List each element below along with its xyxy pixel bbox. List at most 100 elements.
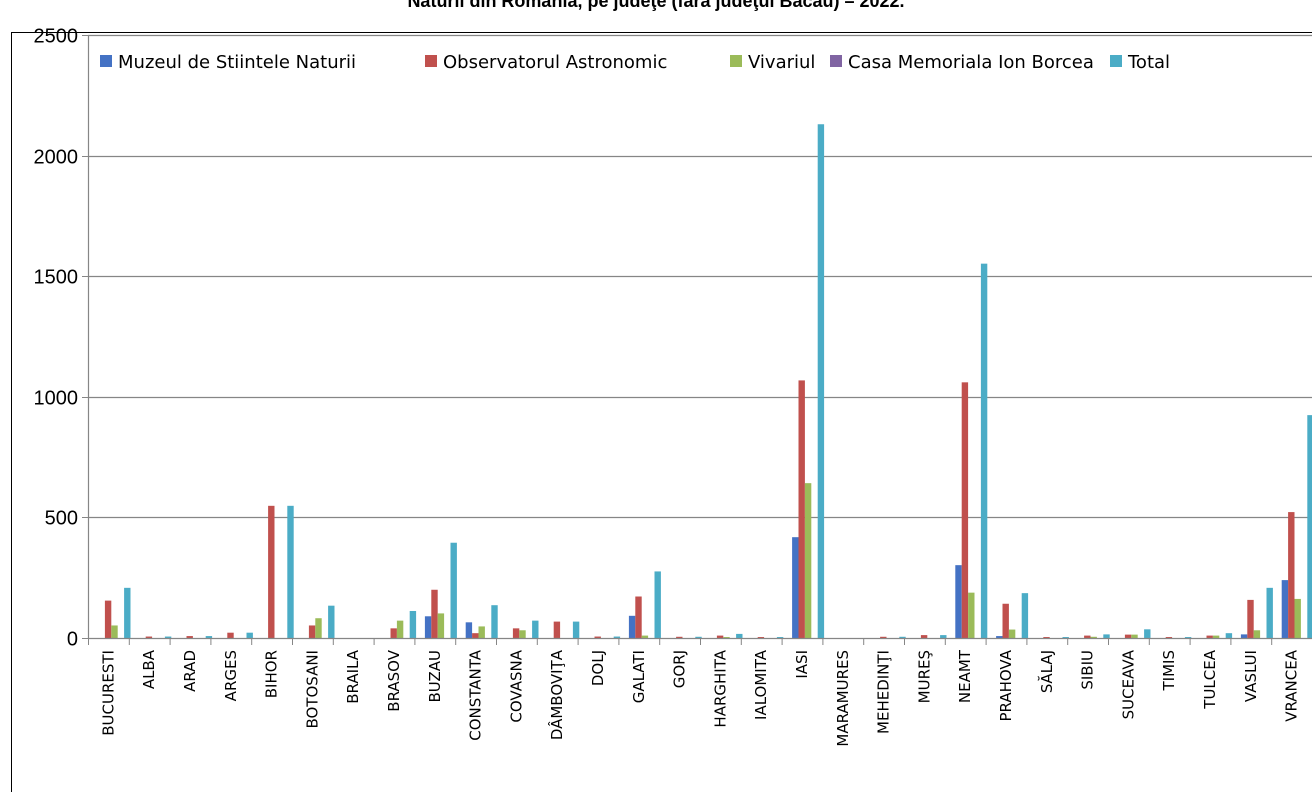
bar-bucuresti-series-2: [111, 625, 118, 638]
bar-prahova-series-4: [1021, 593, 1029, 638]
bar-galati-series-0: [628, 615, 636, 638]
bar-vrancea-series-1: [1288, 512, 1295, 638]
bar-iasi-series-4: [817, 124, 825, 639]
bar-bihor-series-1: [268, 505, 275, 638]
bar-buzau-series-4: [450, 542, 457, 638]
bar-suceava-series-1: [1124, 634, 1132, 638]
x-tick-label: CONSTANTA: [467, 649, 485, 741]
bar-bihor-series-4: [287, 505, 294, 638]
bar-iasi-series-0: [792, 537, 799, 638]
y-axis: 0 500 1000 1500 2000 2500: [34, 26, 90, 651]
bar-arad-series-1: [186, 636, 193, 638]
x-tick-label: DÂMBOVIŢA: [547, 649, 566, 740]
bar-alba-series-1: [145, 636, 153, 638]
bar-brasov-series-1: [390, 628, 397, 638]
bar-brasov-series-2: [396, 620, 404, 638]
x-tick-label: VRANCEA: [1283, 649, 1301, 722]
y-tick-label: 2000: [34, 147, 79, 169]
bar-constanta-series-4: [491, 605, 498, 638]
bar-arges-series-1: [227, 632, 234, 638]
legend-label: Total: [1127, 52, 1170, 73]
bar-iasi-series-1: [798, 380, 805, 638]
x-axis: BUCURESTI ALBA ARAD ARGES BIHOR BOTOSANI BRAIL…: [88, 637, 1312, 747]
bar-covasna-series-4: [532, 620, 539, 638]
bar-vaslui-series-4: [1266, 587, 1273, 638]
bar-covasna-series-1: [512, 628, 520, 638]
chart-title: Naturii din România, pe judeţe (fără jud…: [407, 0, 905, 11]
bar-prahova-series-1: [1002, 603, 1009, 638]
bar-mehedinţi-series-1: [880, 636, 887, 638]
bar-prahova-series-0: [996, 636, 1003, 638]
bar-suceava-series-4: [1144, 629, 1151, 638]
bar-buzau-series-2: [437, 613, 445, 638]
bar-arad-series-4: [205, 636, 213, 638]
bar-ialomita-series-1: [757, 637, 765, 638]
bar-arges-series-4: [246, 632, 253, 638]
bar-ialomita-series-4: [776, 637, 784, 638]
bar-tulcea-series-4: [1225, 633, 1233, 638]
bar-neamt-series-1: [961, 382, 969, 638]
bar-vaslui-series-0: [1240, 634, 1248, 638]
y-tick-label: 0: [67, 629, 78, 651]
bar-harghita-series-2: [723, 637, 730, 638]
bar-mureş-series-4: [940, 635, 947, 638]
x-tick-label: GORJ: [671, 650, 689, 688]
legend-label: Muzeul de Stiintele Naturii: [118, 52, 356, 73]
bar-sibiu-series-1: [1084, 635, 1091, 638]
x-tick-label: TULCEA: [1201, 649, 1219, 709]
bar-constanta-series-0: [465, 622, 473, 638]
y-tick-label: 2500: [34, 26, 79, 48]
bar-galati-series-1: [635, 596, 642, 638]
x-tick-label: MARAMURES: [834, 650, 852, 747]
y-tick-label: 1500: [34, 267, 79, 289]
bar-gorj-series-1: [676, 636, 683, 638]
legend-swatch: [100, 55, 112, 67]
bar-harghita-series-1: [716, 635, 724, 638]
x-tick-label: BRAILA: [344, 649, 362, 703]
x-tick-label: IALOMITA: [752, 649, 770, 720]
bar-neamt-series-0: [955, 565, 962, 638]
bar-tulcea-series-1: [1206, 635, 1213, 638]
x-tick-label: GALATI: [630, 650, 648, 703]
bar-galati-series-2: [641, 635, 649, 638]
gridlines: [88, 34, 1312, 519]
bar-dâmboviţa-series-1: [553, 621, 561, 638]
x-tick-label: IASI: [793, 650, 811, 679]
bar-bucuresti-series-4: [124, 587, 131, 638]
x-tick-label: BIHOR: [263, 650, 281, 698]
bar-timis-series-1: [1165, 637, 1173, 638]
bar-botosani-series-2: [315, 618, 322, 638]
legend-label: Casa Memoriala Ion Borcea: [848, 52, 1094, 73]
bars: [104, 124, 1312, 639]
legend-swatch: [1110, 55, 1122, 67]
bar-iasi-series-2: [804, 483, 812, 638]
bar-vaslui-series-2: [1253, 630, 1261, 638]
bar-gorj-series-4: [695, 636, 702, 638]
x-tick-label: ALBA: [140, 649, 158, 689]
bar-sălaj-series-1: [1043, 637, 1050, 638]
x-tick-label: SUCEAVA: [1119, 649, 1137, 719]
bar-neamt-series-4: [980, 263, 988, 638]
bar-botosani-series-1: [308, 625, 316, 638]
x-tick-label: VASLUI: [1242, 650, 1260, 702]
bar-neamt-series-2: [968, 592, 975, 638]
bar-vrancea-series-0: [1281, 580, 1289, 638]
x-tick-label: SĂLAJ: [1037, 650, 1056, 693]
x-tick-label: BUCURESTI: [99, 650, 117, 736]
bar-buzau-series-0: [424, 616, 432, 638]
bar-dâmboviţa-series-4: [572, 621, 580, 638]
bar-timis-series-4: [1184, 637, 1192, 638]
bar-mureş-series-1: [920, 635, 928, 638]
bar-buzau-series-1: [431, 589, 438, 638]
x-tick-label: ARAD: [181, 650, 199, 692]
bar-vrancea-series-4: [1307, 415, 1312, 638]
bar-vaslui-series-1: [1247, 599, 1254, 638]
x-tick-label: HARGHITA: [711, 649, 729, 727]
y-tick-label: 1000: [34, 388, 79, 410]
x-tick-label: ARGES: [222, 650, 240, 701]
bar-suceava-series-2: [1131, 634, 1138, 638]
bar-prahova-series-2: [1008, 629, 1016, 638]
bar-vrancea-series-2: [1294, 598, 1301, 638]
bar-mehedinţi-series-4: [899, 636, 906, 638]
